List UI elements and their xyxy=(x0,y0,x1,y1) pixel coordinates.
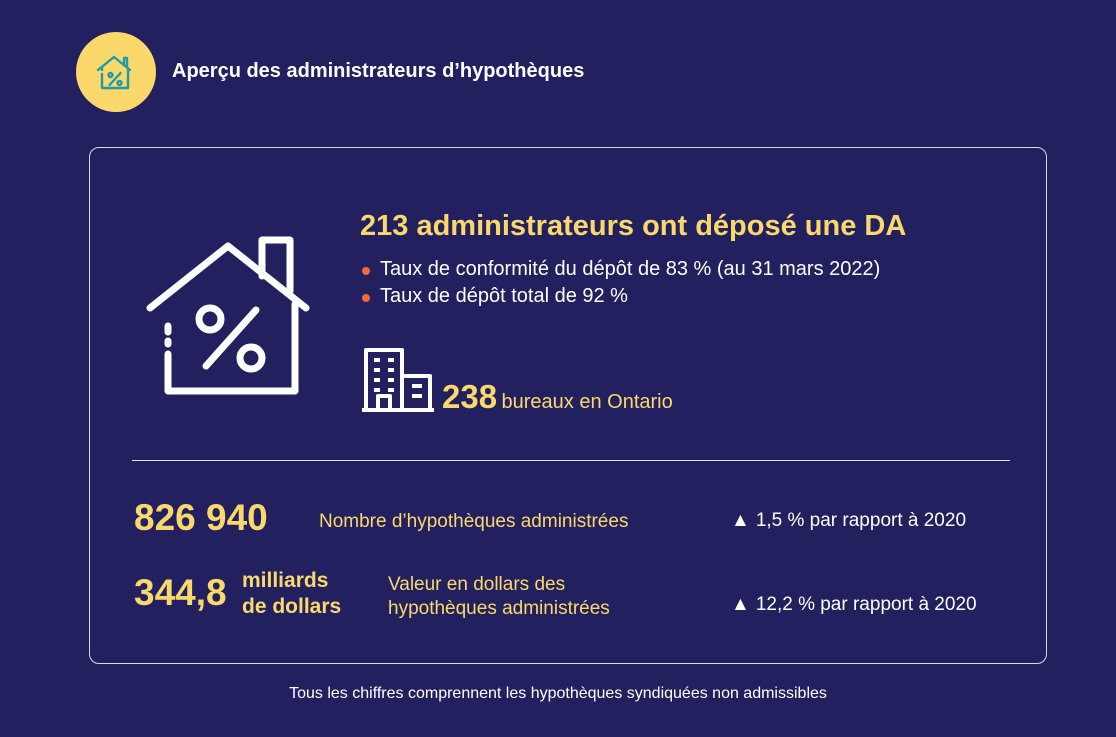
mortgages-value-unit: milliards de dollars xyxy=(242,568,341,620)
change-text: 12,2 % par rapport à 2020 xyxy=(755,594,977,615)
label-line: hypothèques administrées xyxy=(388,598,610,619)
footnote: Tous les chiffres comprennent les hypoth… xyxy=(289,685,827,702)
triangle-up-icon: ▲ xyxy=(731,510,750,531)
list-item: Taux de dépôt total de 92 % xyxy=(360,283,880,310)
header-badge xyxy=(76,32,156,112)
section-divider xyxy=(132,460,1010,461)
mortgages-count-change: ▲ 1,5 % par rapport à 2020 xyxy=(731,510,966,532)
label-line: Valeur en dollars des xyxy=(388,574,566,595)
mortgages-value-amount: 344,8 xyxy=(134,572,227,613)
office-building-icon xyxy=(362,346,434,419)
offices-label: bureaux en Ontario xyxy=(501,391,673,413)
offices-number: 238 xyxy=(442,378,498,415)
mortgages-count-value: 826 940 xyxy=(134,497,268,538)
triangle-up-icon: ▲ xyxy=(731,594,750,615)
bullet-text: Taux de conformité du dépôt de 83 % (au … xyxy=(380,258,881,280)
unit-line: de dollars xyxy=(242,595,342,618)
offices-count: 238 bureaux en Ontario xyxy=(442,378,673,416)
filings-headline: 213 administrateurs ont déposé une DA xyxy=(360,210,907,242)
house-percent-icon xyxy=(96,55,132,90)
bullet-text: Taux de dépôt total de 92 % xyxy=(380,285,628,307)
summary-card xyxy=(89,147,1047,664)
house-percent-icon xyxy=(140,236,320,411)
bullet-dot-icon xyxy=(362,294,370,302)
bullet-dot-icon xyxy=(362,267,370,275)
page-title: Aperçu des administrateurs d’hypothèques xyxy=(172,60,585,82)
unit-line: milliards xyxy=(242,569,329,592)
mortgages-value-change: ▲ 12,2 % par rapport à 2020 xyxy=(731,594,977,616)
filings-bullet-list: Taux de conformité du dépôt de 83 % (au … xyxy=(360,256,880,310)
list-item: Taux de conformité du dépôt de 83 % (au … xyxy=(360,256,880,283)
mortgages-value-label: Valeur en dollars des hypothèques admini… xyxy=(388,573,610,621)
change-text: 1,5 % par rapport à 2020 xyxy=(755,510,967,531)
mortgages-count-label: Nombre d’hypothèques administrées xyxy=(319,511,629,532)
